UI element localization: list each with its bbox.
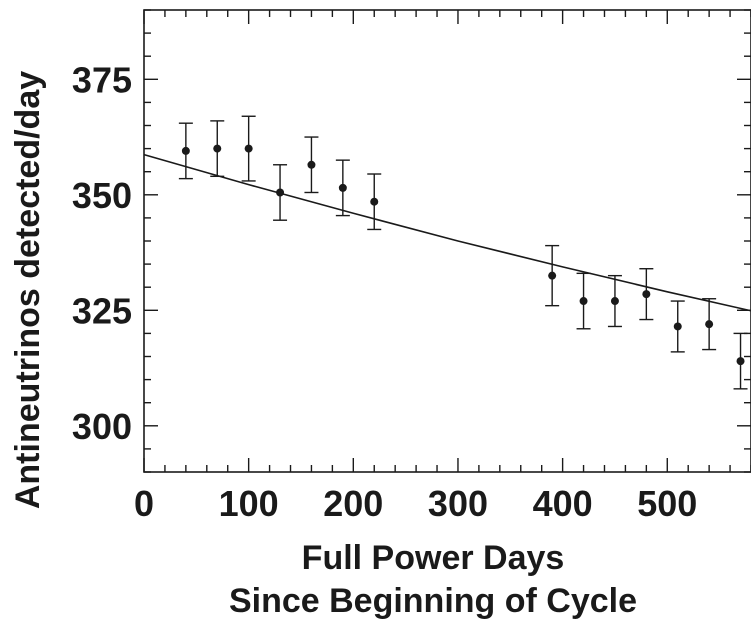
data-point-group bbox=[607, 274, 622, 328]
data-point-group bbox=[335, 159, 350, 217]
data-point bbox=[705, 320, 714, 329]
y-tick-label: 350 bbox=[72, 175, 132, 216]
data-point-group bbox=[273, 164, 288, 221]
x-tick-label: 100 bbox=[219, 483, 279, 524]
y-tick-label: 300 bbox=[72, 406, 132, 447]
y-tick-label: 325 bbox=[72, 290, 132, 331]
data-point-group bbox=[210, 120, 225, 178]
x-axis-title-line2: Since Beginning of Cycle bbox=[229, 582, 637, 620]
data-point-group bbox=[178, 122, 193, 180]
data-point bbox=[213, 144, 222, 153]
data-point bbox=[338, 183, 347, 192]
data-point-group bbox=[241, 115, 256, 182]
x-tick-label: 200 bbox=[323, 483, 383, 524]
data-point-group bbox=[576, 272, 591, 330]
data-points bbox=[178, 115, 748, 390]
x-tick-labels: 0 100 200 300 400 500 bbox=[134, 483, 697, 524]
data-point bbox=[736, 357, 745, 366]
data-point-group bbox=[304, 136, 319, 194]
plot-frame bbox=[143, 9, 751, 473]
data-point-group bbox=[639, 268, 654, 321]
y-tick-label: 375 bbox=[72, 59, 132, 100]
data-point bbox=[548, 271, 557, 280]
data-point bbox=[276, 188, 285, 197]
data-point-group bbox=[545, 244, 560, 307]
data-point bbox=[307, 160, 316, 169]
x-tick-label: 500 bbox=[637, 483, 697, 524]
data-point-group bbox=[733, 332, 748, 390]
data-point bbox=[244, 144, 253, 153]
x-tick-label: 0 bbox=[134, 483, 154, 524]
x-tick-label: 300 bbox=[428, 483, 488, 524]
data-point bbox=[610, 297, 619, 306]
data-point bbox=[181, 146, 190, 155]
major-ticks bbox=[143, 10, 751, 472]
data-point bbox=[642, 290, 651, 299]
data-point bbox=[579, 297, 588, 306]
y-tick-labels: 300 325 350 375 bbox=[72, 59, 132, 447]
data-point bbox=[673, 322, 682, 331]
data-point-group bbox=[670, 300, 685, 353]
y-axis-title: Antineutrinos detected/day bbox=[9, 71, 47, 509]
minor-ticks bbox=[144, 9, 751, 473]
x-tick-label: 400 bbox=[533, 483, 593, 524]
data-point-group bbox=[367, 173, 382, 231]
x-axis-title-line1: Full Power Days bbox=[302, 539, 565, 577]
fit-line bbox=[143, 153, 751, 312]
data-point bbox=[370, 197, 379, 206]
data-point-group bbox=[702, 298, 717, 351]
